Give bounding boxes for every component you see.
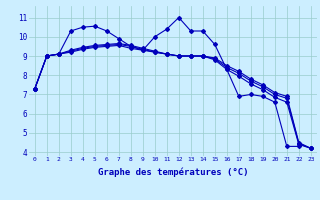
X-axis label: Graphe des températures (°C): Graphe des températures (°C) <box>98 168 248 177</box>
